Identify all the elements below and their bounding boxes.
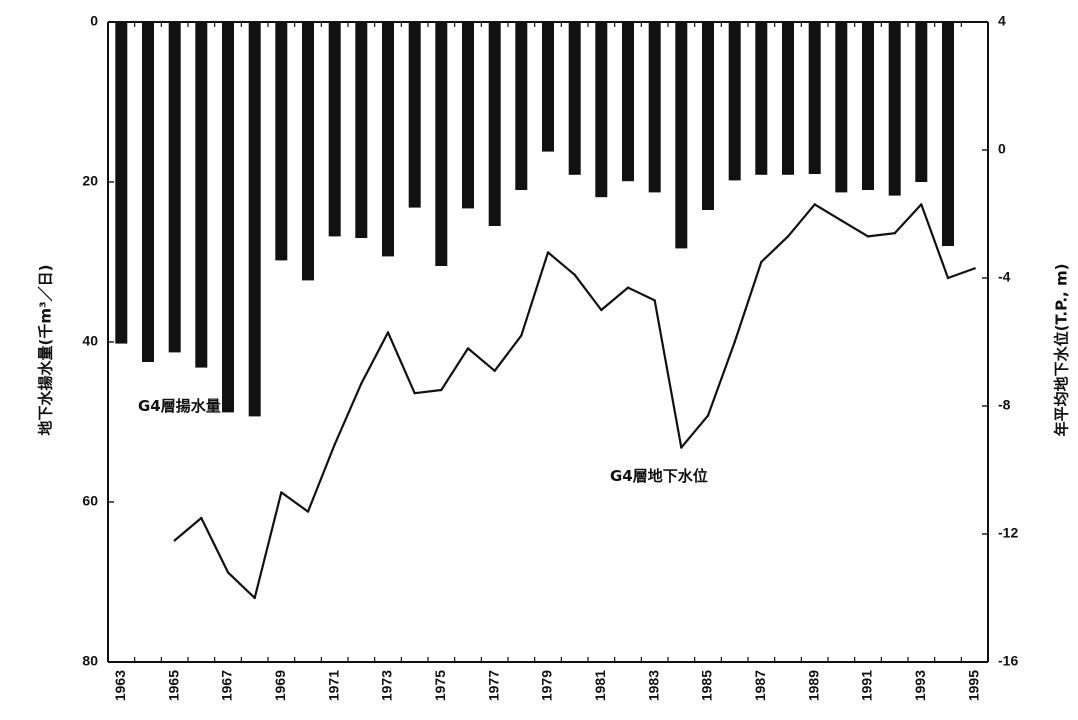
line-point-1991 [867,235,869,237]
line-point-1992 [894,232,896,234]
bar-1983 [649,22,661,192]
line-point-1982 [627,286,629,288]
line-point-1981 [600,309,602,311]
x-tick-label: 1975 [432,670,448,701]
line-point-1966 [200,517,202,519]
bar-1990 [835,22,847,192]
x-tick-label: 1979 [539,670,555,701]
line-point-1980 [574,274,576,276]
water-level-line [175,204,975,598]
pumping-bars [115,22,954,416]
bar-1980 [569,22,581,175]
line-point-1995 [974,267,976,269]
left-axis-label: 地下水揚水量(千m³／日) [37,265,55,436]
line-point-1994 [947,277,949,279]
bar-1970 [302,22,314,280]
line-point-1977 [494,370,496,372]
bar-1985 [702,22,714,210]
line-point-1973 [387,331,389,333]
x-tick-label: 1971 [325,670,341,701]
bar-1979 [542,22,554,152]
line-point-1987 [760,261,762,263]
line-point-1978 [520,334,522,336]
line-point-1990 [840,219,842,221]
bar-1975 [435,22,447,266]
line-point-1986 [734,341,736,343]
bar-1974 [409,22,421,208]
right-tick-label: -4 [998,269,1011,285]
x-tick-label: 1973 [379,670,395,701]
bar-1966 [195,22,207,368]
bar-1973 [382,22,394,256]
line-point-1965 [174,539,176,541]
bar-1968 [249,22,261,416]
line-point-1972 [360,382,362,384]
bar-1994 [942,22,954,246]
line-point-1967 [227,571,229,573]
bar-1969 [275,22,287,260]
bar-1984 [675,22,687,248]
bar-1987 [755,22,767,175]
bar-1982 [622,22,634,181]
bar-1978 [515,22,527,190]
bar-1986 [729,22,741,180]
bar-1972 [355,22,367,238]
x-tick-label: 1981 [592,670,608,701]
bar-1963 [115,22,127,344]
bar-1991 [862,22,874,190]
left-tick-label: 0 [90,13,98,29]
line-series-label: G4層地下水位 [610,467,708,485]
line-point-1984 [680,446,682,448]
line-point-1989 [814,203,816,205]
left-tick-label: 80 [82,653,98,669]
line-point-1993 [920,203,922,205]
bar-1988 [782,22,794,175]
x-tick-label: 1987 [752,670,768,701]
line-point-1969 [280,491,282,493]
bar-1971 [329,22,341,236]
bar-1967 [222,22,234,412]
left-tick-label: 40 [82,333,98,349]
x-tick-label: 1989 [805,670,821,701]
line-point-1968 [254,597,256,599]
line-point-1985 [707,414,709,416]
right-tick-label: -16 [998,653,1018,669]
bar-1989 [809,22,821,174]
line-point-1971 [334,443,336,445]
line-point-1983 [654,299,656,301]
bar-1976 [462,22,474,208]
right-tick-label: -8 [998,397,1011,413]
line-point-1970 [307,510,309,512]
x-tick-label: 1965 [165,670,181,701]
bar-1964 [142,22,154,362]
line-point-1976 [467,347,469,349]
line-point-1974 [414,392,416,394]
x-tick-label: 1977 [485,670,501,701]
x-tick-label: 1983 [645,670,661,701]
x-tick-label: 1995 [965,670,981,701]
x-tick-label: 1967 [219,670,235,701]
x-tick-label: 1969 [272,670,288,701]
right-tick-label: 4 [998,13,1006,29]
right-tick-label: 0 [998,141,1006,157]
water-level-line-group [174,203,976,599]
line-point-1988 [787,235,789,237]
bar-1992 [889,22,901,196]
right-axis-label: 年平均地下水位(T.P., m) [1053,264,1071,437]
bar-series-label: G4層揚水量 [138,397,221,415]
bar-1981 [595,22,607,197]
left-tick-label: 20 [82,173,98,189]
left-tick-label: 60 [82,493,98,509]
bar-1977 [489,22,501,226]
x-tick-label: 1985 [699,670,715,701]
bar-1993 [915,22,927,182]
x-tick-label: 1963 [112,670,128,701]
line-point-1979 [547,251,549,253]
x-tick-label: 1993 [912,670,928,701]
right-tick-label: -12 [998,525,1018,541]
bar-1965 [169,22,181,352]
line-point-1975 [440,389,442,391]
x-tick-label: 1991 [859,670,875,701]
